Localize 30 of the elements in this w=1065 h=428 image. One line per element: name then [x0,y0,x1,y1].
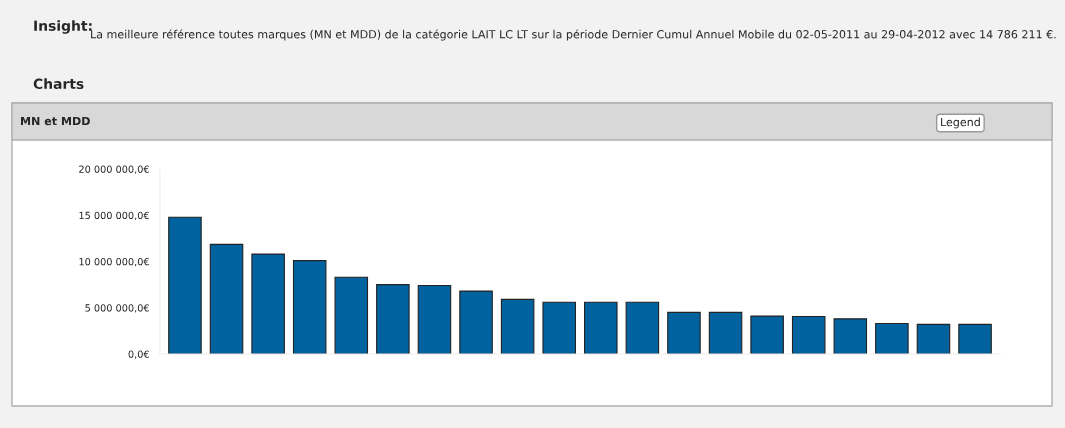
bar [667,311,701,354]
bar [584,301,618,354]
bar [833,318,868,354]
y-tick-label: 10 000 000,0€ [79,257,149,267]
bar [542,301,576,354]
y-tick-label: 15 000 000,0€ [79,211,149,221]
bar [376,284,410,354]
bar [292,260,327,354]
bar [168,216,202,354]
y-tick-label: 20 000 000,0€ [79,165,149,174]
text: Legend [941,117,980,129]
y-tick-label: 5 000 000,0€ [85,304,149,313]
bar [334,276,369,354]
bar [916,323,951,354]
bar [251,253,285,354]
bar [459,290,493,354]
text: Insight: [34,20,92,34]
bar [791,315,826,354]
text: MN et MDD [21,116,90,126]
bar [958,323,992,354]
bar [209,243,244,354]
bar [875,322,909,354]
bar [417,284,452,354]
text: La meilleure référence toutes marques (MN et MDD) de la catégorie LAIT LC LT sur la période Dernier Cumul Annuel Mobile du 02-05-2011 au 29-04-2012 avec 14 786 211 €. [91,29,1056,41]
y-tick-label: 0,0€ [128,350,149,359]
bar [708,311,743,354]
bar [625,301,660,354]
bar [750,315,784,354]
text: Charts [33,78,84,90]
bar [500,298,535,354]
